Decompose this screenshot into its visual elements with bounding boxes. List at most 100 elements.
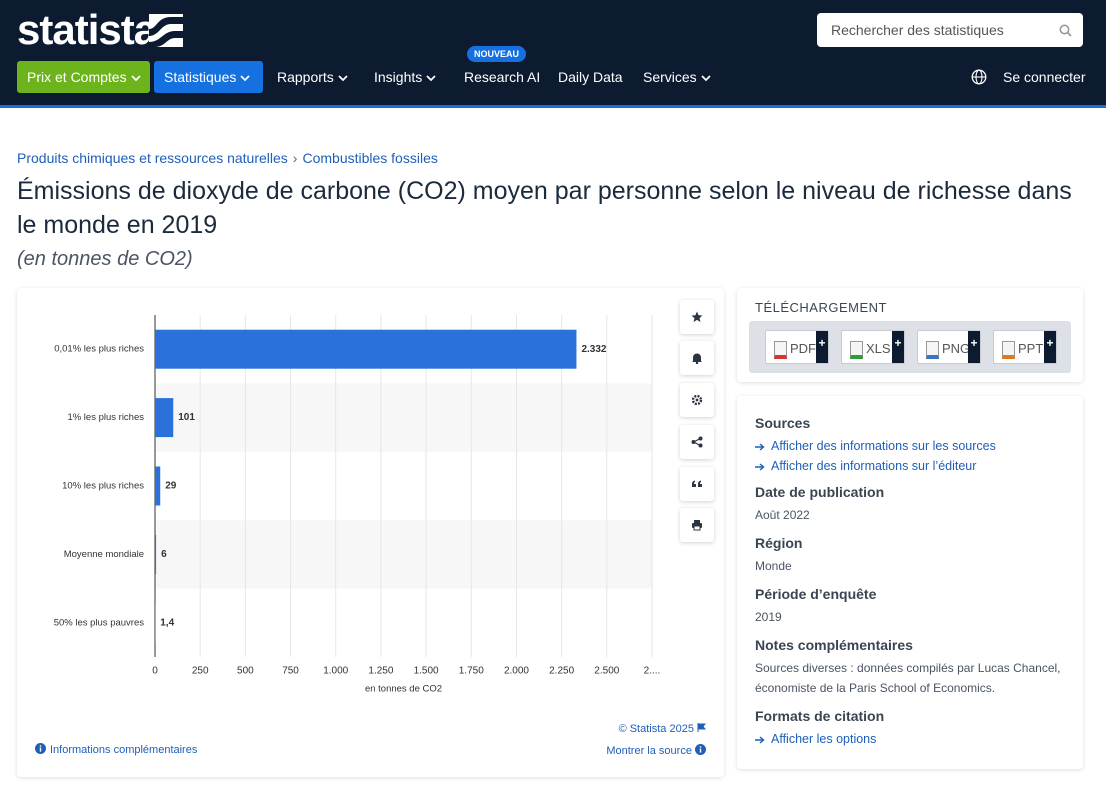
chevron — [701, 75, 711, 81]
detail-text: Sources diverses : données compilés par … — [755, 661, 1061, 695]
chart-card: 0 250 500 750 1.000 1.250 1.500 1.750 2.000 2.250… — [17, 288, 724, 777]
add-button[interactable]: + — [968, 331, 980, 363]
x-axis-label: en tonnes de CO2 — [365, 684, 442, 695]
download-button[interactable]: PPT + — [993, 330, 1057, 364]
x-tick-label: 2.000 — [504, 666, 529, 677]
breadcrumb-link[interactable]: Produits chimiques et ressources naturel… — [17, 150, 288, 166]
download-button[interactable]: XLS + — [841, 330, 905, 364]
detail-link[interactable]: Afficher les options — [755, 729, 1065, 749]
settings-button[interactable] — [680, 383, 714, 417]
details-list: Sources Afficher des informations sur les… — [755, 415, 1065, 757]
x-tick-label: 2.... — [644, 666, 661, 677]
nav-label: Statistiques — [164, 69, 237, 85]
bar — [155, 329, 577, 369]
nav-button[interactable]: Statistiques — [154, 61, 263, 93]
detail-heading: Région — [755, 535, 803, 551]
download-box: PDF + XLS + PNG + PPT + — [749, 321, 1071, 373]
login-link[interactable]: Se connecter — [1003, 69, 1086, 85]
category-label: 50% les plus pauvres — [54, 617, 145, 628]
print-button[interactable] — [680, 508, 714, 542]
download-button[interactable]: PDF + — [765, 330, 829, 364]
copyright-link[interactable]: © Statista 2025 — [618, 723, 707, 735]
nav-item[interactable]: Insights — [374, 61, 436, 93]
x-tick-label: 1.500 — [414, 666, 439, 677]
category-label: 0,01% les plus riches — [54, 344, 144, 355]
nav-label: Services — [643, 69, 697, 85]
x-tick-label: 750 — [282, 666, 299, 677]
detail-text: Monde — [755, 559, 792, 573]
detail-heading: Sources — [755, 415, 811, 431]
link-label: Afficher des informations sur l’éditeur — [771, 459, 977, 473]
nav-label: Daily Data — [558, 69, 623, 85]
info-icon — [695, 744, 706, 755]
logo-icon — [149, 14, 183, 47]
copyright: © Statista 2025 — [618, 723, 694, 735]
value-label: 2.332 — [581, 344, 606, 355]
detail-link[interactable]: Afficher des informations sur les source… — [755, 436, 1065, 456]
format-label: PDF — [790, 341, 816, 356]
category-label: Moyenne mondiale — [64, 549, 144, 560]
quote-icon — [692, 480, 702, 487]
nav-item[interactable]: Rapports — [277, 61, 348, 93]
detail-link[interactable]: Afficher des informations sur l’éditeur — [755, 456, 1065, 476]
bell-icon — [692, 353, 702, 364]
link-label: Afficher les options — [771, 732, 877, 746]
download-card: TÉLÉCHARGEMENT PDF + XLS + PNG + PPT + — [737, 288, 1083, 382]
share-button[interactable] — [680, 425, 714, 459]
detail-heading: Date de publication — [755, 484, 885, 500]
detail-heading: Formats de citation — [755, 708, 885, 724]
search-icon[interactable] — [1059, 24, 1072, 37]
globe-icon[interactable] — [971, 69, 987, 85]
file-icon — [926, 341, 939, 359]
favorite-button[interactable] — [680, 300, 714, 334]
nav-label: Research AI — [464, 69, 541, 85]
alert-button[interactable] — [680, 341, 714, 375]
value-label: 1,4 — [160, 617, 174, 628]
info-link[interactable]: Informations complémentaires — [35, 743, 197, 756]
chart: 0 250 500 750 1.000 1.250 1.500 1.750 2.000 2.250… — [54, 315, 661, 695]
add-button[interactable]: + — [816, 331, 828, 363]
print-icon — [692, 520, 702, 531]
detail-text: Août 2022 — [755, 508, 810, 522]
nav-label: Prix et Comptes — [27, 69, 127, 85]
nav-item[interactable]: Daily Data — [558, 61, 623, 93]
breadcrumb-link[interactable]: Combustibles fossiles — [302, 150, 438, 166]
search-input[interactable]: Rechercher des statistiques — [817, 13, 1083, 47]
share-icon — [691, 436, 703, 448]
add-button[interactable]: + — [1044, 331, 1056, 363]
download-button[interactable]: PNG + — [917, 330, 981, 364]
category-label: 10% les plus riches — [62, 481, 144, 492]
category-label: 1% les plus riches — [67, 412, 144, 423]
logo[interactable]: statista — [17, 6, 157, 53]
header: statista Rechercher des statistiques Pri… — [0, 0, 1106, 108]
page-title: Émissions de dioxyde de carbone (CO2) mo… — [17, 177, 1072, 239]
flag-icon — [697, 723, 707, 732]
star-icon — [691, 311, 703, 322]
x-tick-label: 1.250 — [368, 666, 393, 677]
arrow-icon — [755, 463, 765, 471]
chevron — [130, 75, 141, 81]
nav-item[interactable]: Services — [643, 61, 711, 93]
format-label: XLS — [866, 341, 891, 356]
band-background — [155, 383, 652, 452]
add-button[interactable]: + — [892, 331, 904, 363]
source-link[interactable]: Montrer la source — [606, 744, 706, 757]
format-label: PPT — [1018, 341, 1044, 356]
info-label: Informations complémentaires — [50, 744, 198, 756]
nav-item[interactable]: Research AI — [464, 61, 540, 93]
band-background — [155, 520, 652, 589]
x-tick-label: 2.250 — [549, 666, 574, 677]
nav-button[interactable]: Prix et Comptes — [17, 61, 150, 93]
detail-section: Notes complémentaires Sources diverses : … — [755, 637, 1065, 698]
nav-label: Insights — [374, 69, 423, 85]
bar — [155, 398, 174, 438]
cite-button[interactable] — [680, 467, 714, 501]
value-label: 6 — [161, 549, 167, 560]
source-label: Montrer la source — [606, 745, 692, 757]
info-icon — [35, 743, 46, 754]
nav-label: Rapports — [277, 69, 334, 85]
x-tick-label: 2.500 — [594, 666, 619, 677]
search-placeholder: Rechercher des statistiques — [831, 22, 1004, 38]
value-label: 29 — [165, 481, 177, 492]
x-tick-label: 1.000 — [323, 666, 348, 677]
